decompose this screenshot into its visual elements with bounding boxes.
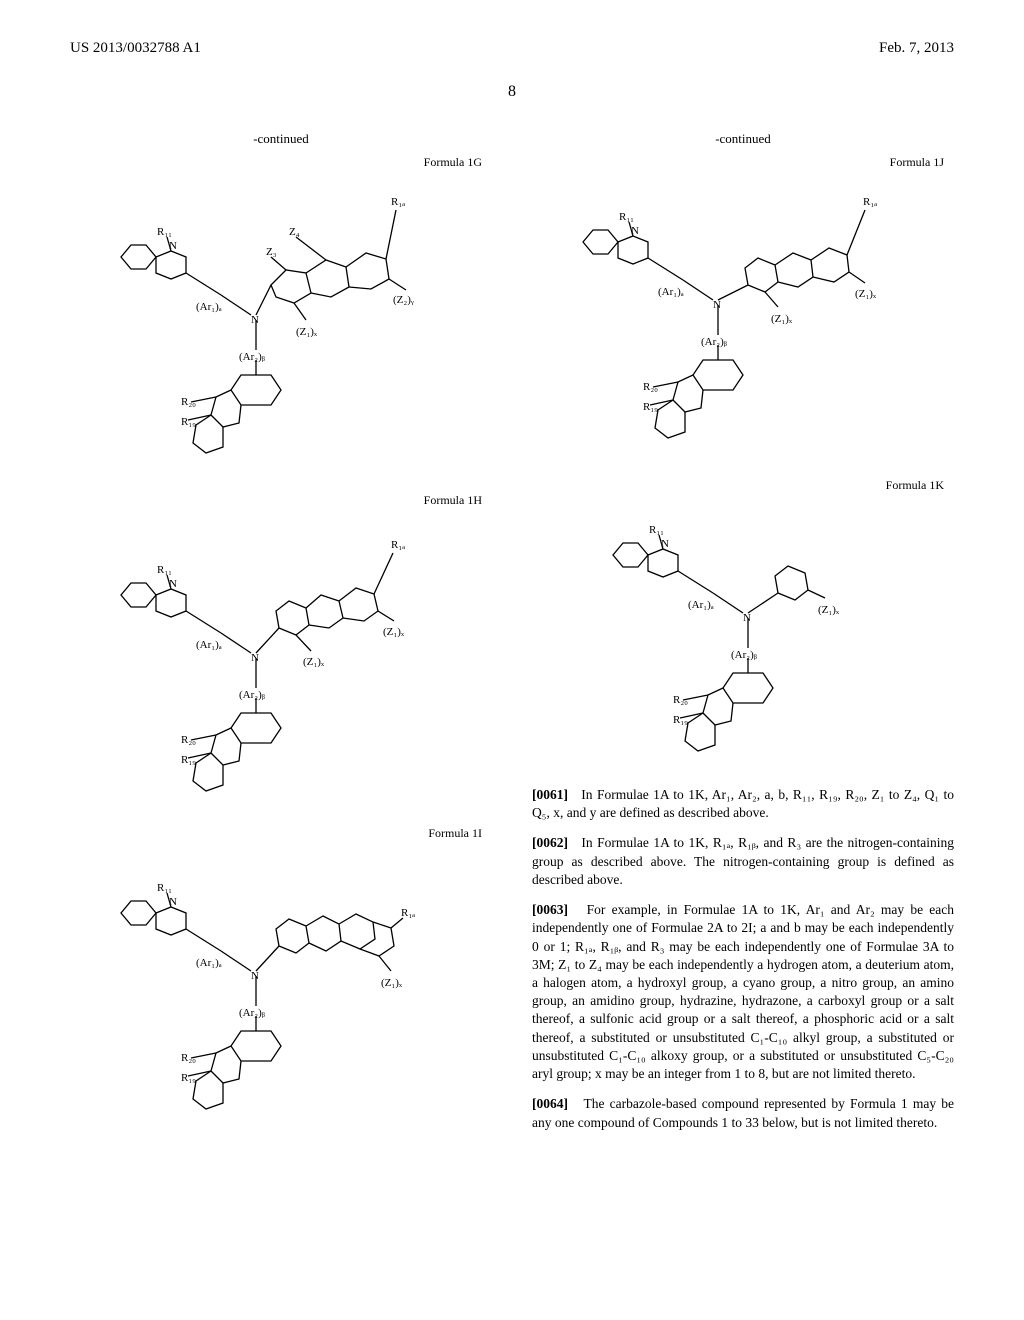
svg-text:R₁₉: R₁₉ bbox=[181, 754, 196, 766]
para-text: The carbazole-based compound represented… bbox=[532, 1096, 954, 1129]
left-column: -continued Formula 1G R₁₁ N (Ar₁)ₐ N bbox=[70, 131, 492, 1154]
svg-text:N: N bbox=[743, 612, 751, 624]
svg-text:R₁₉: R₁₉ bbox=[181, 416, 196, 428]
svg-text:(Ar₁)ₐ: (Ar₁)ₐ bbox=[658, 286, 684, 298]
publication-date: Feb. 7, 2013 bbox=[879, 40, 954, 57]
svg-text:Z₄: Z₄ bbox=[289, 226, 300, 238]
paragraph-0064: [0064] The carbazole-based compound repr… bbox=[532, 1095, 954, 1131]
svg-text:R₁ₐ: R₁ₐ bbox=[863, 196, 877, 208]
formula-label: Formula 1G bbox=[70, 155, 492, 170]
svg-text:R₁₁: R₁₁ bbox=[619, 211, 634, 223]
formula-label: Formula 1H bbox=[70, 493, 492, 508]
chemical-structure-1h: R₁₁ N (Ar₁)ₐ N (Ar₂)ᵦ R₁ₐ (Z₁) bbox=[70, 513, 492, 808]
svg-text:(Ar₁)ₐ: (Ar₁)ₐ bbox=[196, 957, 222, 969]
svg-text:R₁ₐ: R₁ₐ bbox=[391, 196, 405, 208]
para-num: [0063] bbox=[532, 902, 568, 917]
svg-text:(Ar₂)ᵦ: (Ar₂)ᵦ bbox=[239, 689, 265, 701]
chemical-structure-1j: R₁₁ N (Ar₁)ₐ N (Ar₂)ᵦ R₁ₐ (Z₁) bbox=[532, 175, 954, 460]
svg-text:R₁₉: R₁₉ bbox=[673, 714, 688, 726]
svg-text:N: N bbox=[713, 299, 721, 311]
svg-text:(Ar₂)ᵦ: (Ar₂)ᵦ bbox=[239, 351, 265, 363]
right-column: -continued Formula 1J R₁₁ N (Ar₁)ₐ N (Ar… bbox=[532, 131, 954, 1154]
svg-text:N: N bbox=[251, 970, 259, 982]
svg-text:(Z₁)ₓ: (Z₁)ₓ bbox=[771, 313, 793, 325]
svg-text:(Ar₁)ₐ: (Ar₁)ₐ bbox=[196, 301, 222, 313]
svg-text:(Ar₁)ₐ: (Ar₁)ₐ bbox=[196, 639, 222, 651]
svg-text:(Ar₂)ᵦ: (Ar₂)ᵦ bbox=[731, 649, 757, 661]
para-num: [0062] bbox=[532, 835, 568, 850]
svg-text:(Z₁)ₓ: (Z₁)ₓ bbox=[381, 977, 403, 989]
svg-text:N: N bbox=[631, 225, 639, 237]
para-text: For example, in Formulae 1A to 1K, Ar₁ a… bbox=[532, 902, 954, 1081]
para-num: [0061] bbox=[532, 787, 568, 802]
svg-text:N: N bbox=[169, 240, 177, 252]
paragraph-0062: [0062] In Formulae 1A to 1K, R₁ₐ, R₁ᵦ, a… bbox=[532, 834, 954, 889]
svg-text:R₁₁: R₁₁ bbox=[157, 564, 172, 576]
svg-text:N: N bbox=[169, 578, 177, 590]
page-number: 8 bbox=[0, 65, 1024, 111]
chemical-structure-1g: R₁₁ N (Ar₁)ₐ N (Ar₂)ᵦ R₁ₐ Z₄ bbox=[70, 175, 492, 475]
svg-text:Z₃: Z₃ bbox=[266, 246, 277, 258]
svg-text:(Ar₂)ᵦ: (Ar₂)ᵦ bbox=[239, 1007, 265, 1019]
svg-text:R₁ₐ: R₁ₐ bbox=[401, 907, 415, 919]
chemical-structure-1i: R₁₁ N (Ar₁)ₐ N (Ar₂)ᵦ R₁ₐ bbox=[70, 846, 492, 1136]
svg-text:R₁₁: R₁₁ bbox=[157, 882, 172, 894]
formula-label: Formula 1J bbox=[532, 155, 954, 170]
svg-text:R₁₁: R₁₁ bbox=[157, 226, 172, 238]
svg-text:(Z₂)ᵧ: (Z₂)ᵧ bbox=[393, 294, 414, 306]
continued-label-right: -continued bbox=[532, 131, 954, 147]
svg-text:N: N bbox=[661, 538, 669, 550]
svg-text:(Z₁)ₓ: (Z₁)ₓ bbox=[855, 288, 877, 300]
chemical-structure-1k: R₁₁ N (Ar₁)ₐ N (Ar₂)ᵦ (Z₁)ₓ bbox=[532, 498, 954, 768]
para-text: In Formulae 1A to 1K, Ar₁, Ar₂, a, b, R₁… bbox=[532, 787, 954, 820]
para-num: [0064] bbox=[532, 1096, 568, 1111]
paragraph-0061: [0061] In Formulae 1A to 1K, Ar₁, Ar₂, a… bbox=[532, 786, 954, 822]
svg-text:N: N bbox=[251, 652, 259, 664]
svg-text:R₁₉: R₁₉ bbox=[181, 1072, 196, 1084]
svg-text:R₁₁: R₁₁ bbox=[649, 524, 664, 536]
svg-text:N: N bbox=[169, 896, 177, 908]
svg-text:(Z₁)ₓ: (Z₁)ₓ bbox=[296, 326, 318, 338]
paragraph-0063: [0063] For example, in Formulae 1A to 1K… bbox=[532, 901, 954, 1083]
svg-text:R₁₉: R₁₉ bbox=[643, 401, 658, 413]
formula-label: Formula 1K bbox=[532, 478, 954, 493]
svg-text:N: N bbox=[251, 314, 259, 326]
svg-text:R₁ₐ: R₁ₐ bbox=[391, 539, 405, 551]
svg-text:(Ar₂)ᵦ: (Ar₂)ᵦ bbox=[701, 336, 727, 348]
publication-number: US 2013/0032788 A1 bbox=[70, 40, 201, 57]
formula-label: Formula 1I bbox=[70, 826, 492, 841]
svg-text:(Z₁)ₓ: (Z₁)ₓ bbox=[383, 626, 405, 638]
continued-label-left: -continued bbox=[70, 131, 492, 147]
svg-text:(Z₁)ₓ: (Z₁)ₓ bbox=[303, 656, 325, 668]
svg-text:(Ar₁)ₐ: (Ar₁)ₐ bbox=[688, 599, 714, 611]
svg-text:(Z₁)ₓ: (Z₁)ₓ bbox=[818, 604, 840, 616]
para-text: In Formulae 1A to 1K, R₁ₐ, R₁ᵦ, and R₃ a… bbox=[532, 835, 954, 886]
